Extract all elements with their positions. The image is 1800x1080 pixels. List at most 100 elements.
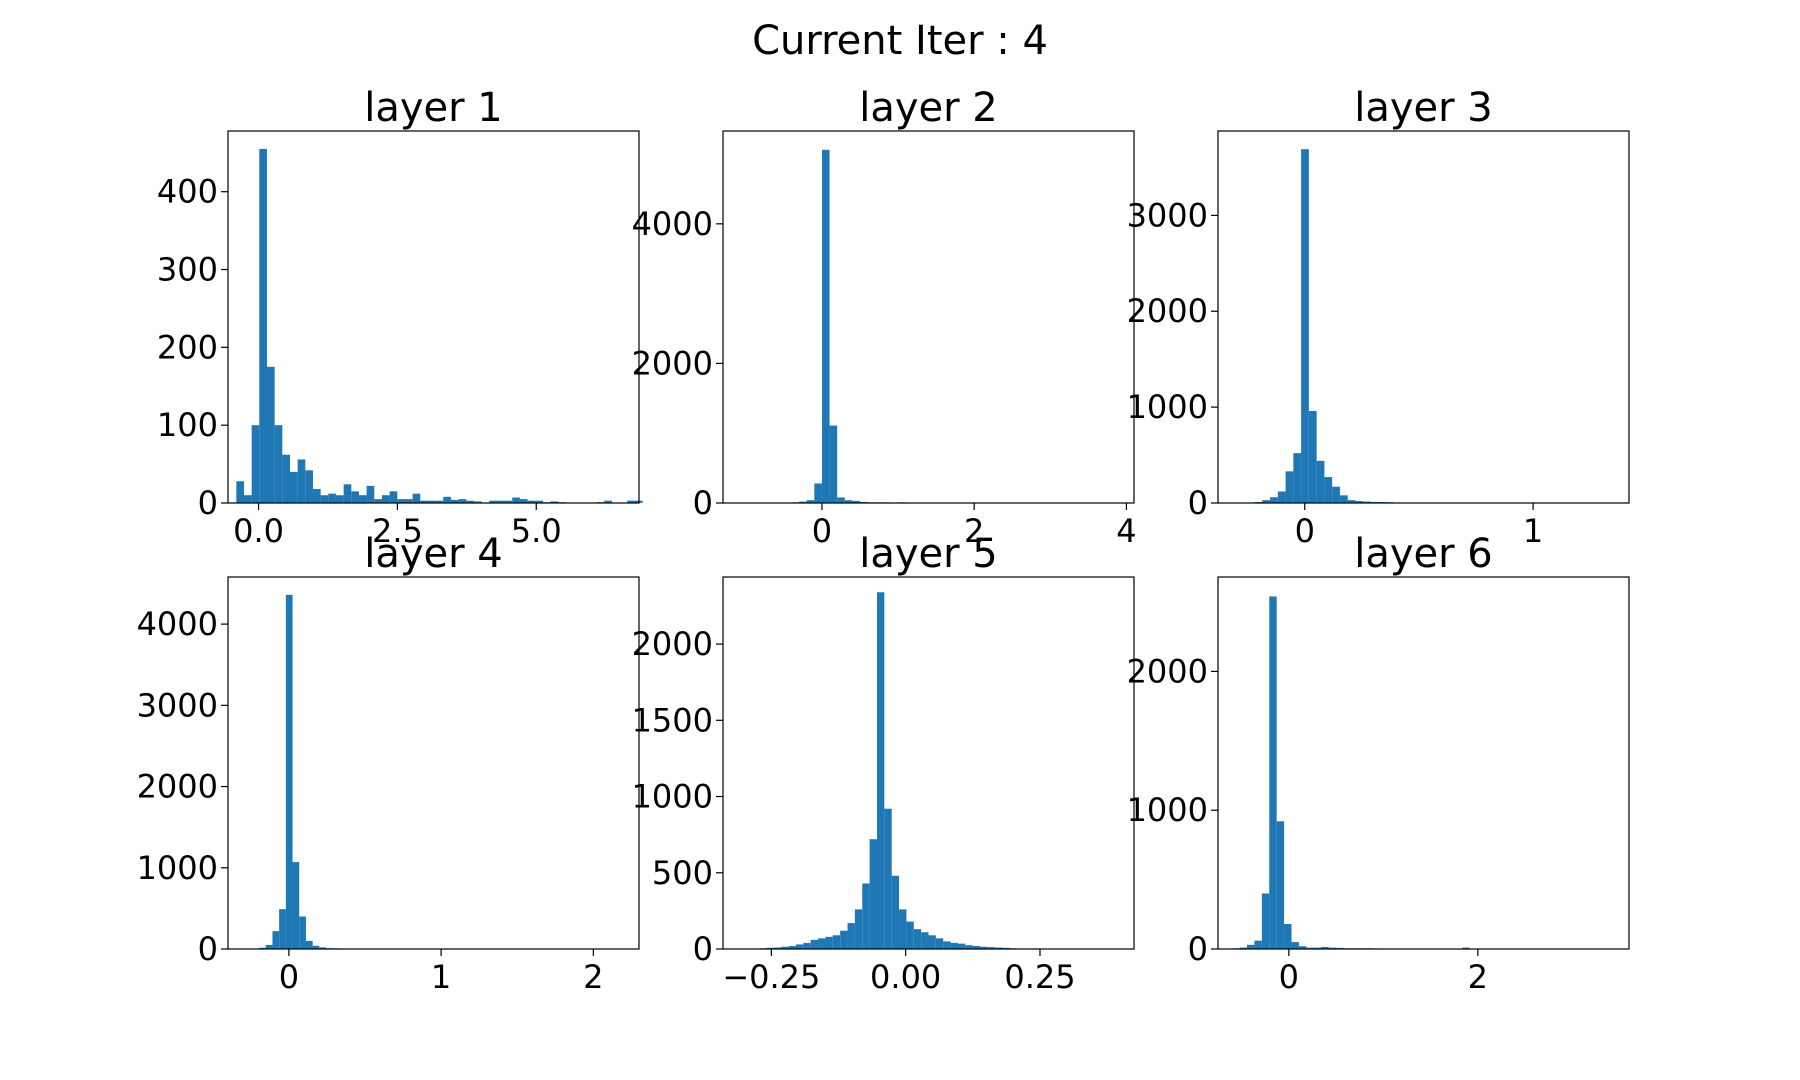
y-tick-label: 0 xyxy=(693,484,713,522)
x-tick-label: 0 xyxy=(812,512,832,550)
histogram-bar xyxy=(862,883,870,949)
histogram-bar xyxy=(1316,460,1325,503)
histogram-bar xyxy=(957,943,966,949)
axes-frame xyxy=(1217,576,1630,950)
histogram-bar xyxy=(519,499,528,503)
x-tick-label: 0 xyxy=(1279,958,1299,996)
histogram-bar xyxy=(1328,947,1337,949)
x-tick-label: 0.25 xyxy=(1004,958,1075,996)
y-tick-label: 0 xyxy=(198,484,218,522)
histogram-bar xyxy=(319,947,327,949)
histogram-bar xyxy=(928,935,936,949)
histogram-bar xyxy=(443,496,451,503)
histogram-bar xyxy=(950,942,958,949)
y-tick-label: 2000 xyxy=(632,625,713,663)
y-tick-label: 2000 xyxy=(632,344,713,382)
histogram-bar xyxy=(814,483,822,503)
x-tick-label: 5.0 xyxy=(511,512,562,550)
histogram-panel-1: layer 1 0.0 2.5 5.0 0 100 200 300 400 xyxy=(157,85,643,550)
histogram-bar xyxy=(1269,596,1277,949)
y-tick-label: 1000 xyxy=(137,849,218,887)
histogram-bar xyxy=(420,500,428,503)
panel-title: layer 4 xyxy=(364,531,503,577)
histogram-bar xyxy=(265,944,273,949)
histogram-bar xyxy=(840,930,848,949)
histogram-bar xyxy=(1301,149,1309,503)
histogram-bar xyxy=(527,500,536,503)
histogram-bar xyxy=(292,862,300,949)
histogram-bar xyxy=(781,946,789,949)
histogram-bar xyxy=(427,500,436,503)
histogram-bar xyxy=(844,500,853,503)
histogram-bar xyxy=(274,425,283,503)
histogram-panel-5: layer 5 −0.25 0.00 0.25 0 500 1000 1500 2000 xyxy=(632,531,1135,996)
axes-frame xyxy=(227,130,640,504)
histogram-bar xyxy=(891,875,900,949)
histogram-bar xyxy=(285,594,293,949)
bars xyxy=(236,148,643,503)
y-tick-label: 200 xyxy=(157,328,218,366)
y-tick-label: 2000 xyxy=(137,768,218,806)
panel-title: layer 5 xyxy=(859,531,998,577)
histogram-bar xyxy=(1306,947,1314,949)
histogram-bar xyxy=(852,500,860,503)
histogram-panel-4: layer 4 0 1 2 0 1000 2000 3000 4000 xyxy=(137,531,640,996)
histogram-bar xyxy=(906,921,914,949)
histogram-bar xyxy=(259,148,267,503)
histogram-bar xyxy=(343,484,352,503)
histogram-panel-6: layer 6 0 2 0 1000 2000 xyxy=(1127,531,1630,996)
x-tick-label: 2 xyxy=(1468,958,1488,996)
y-tick-label: 0 xyxy=(693,930,713,968)
histogram-bar xyxy=(1284,924,1292,949)
histogram-bar xyxy=(496,500,505,503)
x-tick-label: 2 xyxy=(964,512,984,550)
histogram-bar xyxy=(854,909,863,949)
histogram-bar xyxy=(1313,947,1322,949)
histogram-bar xyxy=(335,495,344,503)
histogram-bar xyxy=(1285,471,1294,503)
histogram-bar xyxy=(876,592,885,949)
histogram-bar xyxy=(1291,942,1299,949)
histogram-bar xyxy=(473,501,482,503)
histogram-bar xyxy=(244,495,252,503)
histogram-bar xyxy=(289,471,298,503)
histogram-bar xyxy=(512,497,520,503)
histogram-bar xyxy=(627,500,635,503)
y-tick-label: 4000 xyxy=(137,605,218,643)
histogram-bar xyxy=(504,500,513,503)
x-tick-label: 0 xyxy=(1295,512,1315,550)
histogram-bar xyxy=(266,366,275,503)
histogram-bar xyxy=(374,499,382,503)
histogram-bar xyxy=(1308,410,1317,503)
histogram-bar xyxy=(799,501,807,503)
histogram-bar xyxy=(1247,944,1255,949)
histogram-bar xyxy=(305,470,313,503)
histogram-bar xyxy=(320,495,329,503)
histogram-bar xyxy=(1355,501,1364,503)
histogram-bar xyxy=(604,500,612,503)
histogram-bar xyxy=(1277,491,1286,503)
histogram-bar xyxy=(1262,500,1271,503)
y-tick-label: 500 xyxy=(652,854,713,892)
x-tick-label: 0 xyxy=(279,958,299,996)
histogram-bar xyxy=(1339,495,1348,503)
histogram-bar xyxy=(935,938,944,949)
histogram-bar xyxy=(832,935,841,949)
x-tick-label: 2 xyxy=(583,958,603,996)
histogram-bar xyxy=(810,939,819,949)
histogram-bar xyxy=(766,947,774,949)
histogram-bar xyxy=(847,923,855,949)
histogram-bar xyxy=(884,808,892,949)
histogram-bar xyxy=(1347,500,1356,503)
histogram-bar xyxy=(412,493,421,503)
y-tick-label: 1000 xyxy=(632,778,713,816)
histogram-bar xyxy=(1363,501,1371,503)
histogram-bar xyxy=(381,495,390,503)
histogram-bar xyxy=(389,491,398,503)
figure-title: Current Iter : 4 xyxy=(752,18,1048,64)
bars xyxy=(252,594,347,949)
histogram-bar xyxy=(279,909,286,949)
